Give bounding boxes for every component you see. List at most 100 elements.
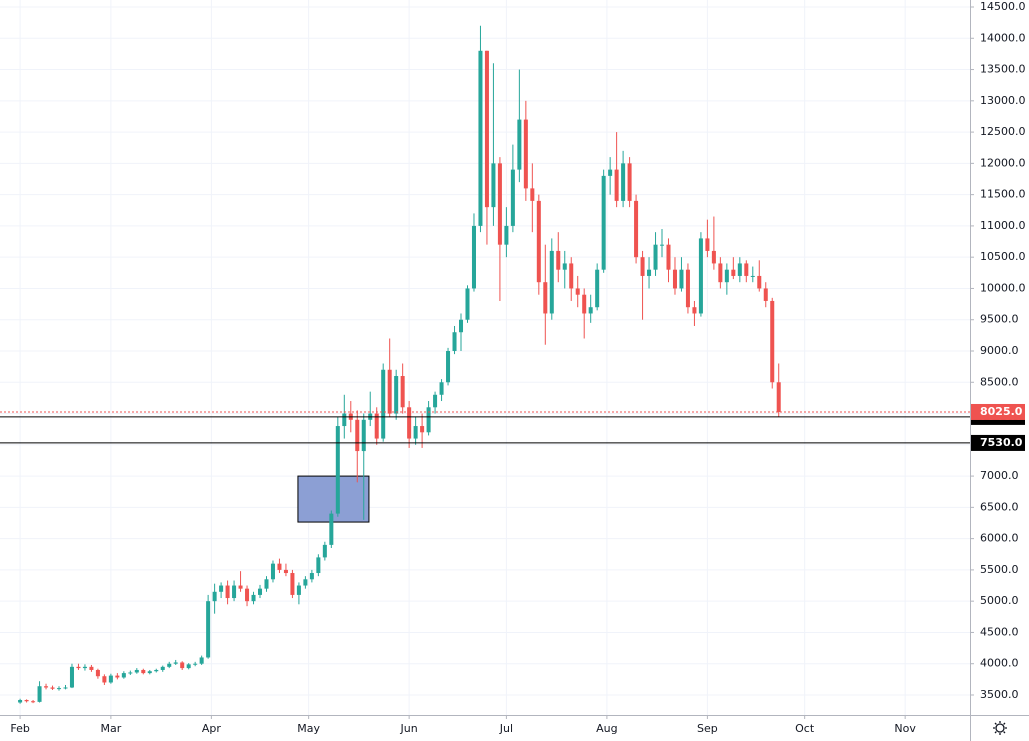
y-tick-label: 10500.0 (980, 250, 1026, 263)
candle-body (212, 591, 217, 602)
candle-body (491, 163, 496, 208)
candle-body (283, 569, 288, 574)
candle-body (141, 669, 146, 674)
candle-body (666, 244, 671, 270)
candle-body (309, 573, 314, 580)
candle-body (724, 269, 729, 283)
candle-body (56, 688, 62, 690)
candle-body (692, 307, 697, 314)
candle-body (63, 687, 68, 689)
candle-body (206, 601, 211, 658)
candle-body (556, 250, 561, 270)
y-tick-label: 14500.0 (980, 0, 1026, 13)
candle-body (672, 269, 677, 289)
candle-body (711, 250, 716, 264)
y-tick-label: 12000.0 (980, 156, 1026, 169)
candle-body (478, 50, 483, 226)
candle-body (770, 300, 775, 383)
candle-body (167, 663, 172, 667)
candle-body (653, 244, 658, 270)
candle-body (199, 657, 204, 664)
candle-body (76, 666, 81, 669)
candle-body (108, 675, 113, 683)
candle-body (608, 169, 613, 176)
candle-body (277, 563, 282, 570)
candle-body (24, 699, 29, 702)
candle-body (614, 169, 619, 201)
candle-body (543, 282, 548, 314)
candle-body (452, 332, 457, 351)
settings-icon[interactable] (993, 721, 1007, 735)
x-tick-label: Aug (596, 722, 617, 735)
y-tick-label: 8500.0 (980, 375, 1019, 388)
level-label-box (971, 434, 1025, 451)
candle-body (504, 225, 509, 245)
candle-body (705, 238, 710, 251)
y-tick-label: 10000.0 (980, 281, 1026, 294)
candle-body (685, 269, 690, 308)
y-tick-label: 9500.0 (980, 313, 1019, 326)
candle-body (128, 672, 133, 674)
candle-body (303, 579, 308, 586)
candle-body (595, 269, 600, 308)
candle-body (465, 288, 470, 320)
candle-body (134, 669, 139, 673)
candle-body (647, 269, 652, 276)
x-tick-label: Jun (400, 722, 418, 735)
candle-body (575, 288, 580, 295)
candle-body (186, 664, 191, 669)
candle-body (458, 319, 464, 333)
candle-body (407, 407, 412, 439)
level-label-box (971, 403, 1025, 420)
candle-body (446, 350, 451, 383)
candle-body (322, 544, 327, 558)
candle-body (679, 269, 684, 289)
candle-body (569, 263, 574, 289)
x-tick-label: Sep (697, 722, 718, 735)
candle-body (718, 263, 723, 283)
y-tick-label: 14000.0 (980, 31, 1026, 44)
candle-body (69, 666, 74, 688)
y-tick-label: 13500.0 (980, 63, 1026, 76)
y-tick-label: 4000.0 (980, 657, 1019, 670)
x-tick-label: Nov (894, 722, 916, 735)
candle-body (471, 225, 476, 289)
candle-body (523, 119, 528, 189)
candle-body (374, 413, 379, 439)
candle-body (160, 666, 165, 670)
candle-body (245, 588, 250, 602)
candle-body (763, 288, 768, 301)
y-tick-label: 3500.0 (980, 688, 1019, 701)
candle-body (180, 662, 185, 669)
candle-body (530, 188, 535, 201)
candle-body (517, 119, 522, 170)
candle-body (102, 676, 107, 683)
candle-body (420, 426, 425, 433)
x-tick-label: May (297, 722, 320, 735)
candle-body (154, 669, 159, 672)
candle-body (698, 238, 703, 314)
candle-body (737, 263, 742, 276)
candle-body (381, 369, 386, 439)
zone (297, 475, 370, 523)
candle-body (329, 513, 334, 545)
candle-body (510, 169, 515, 226)
candle-body (750, 275, 755, 277)
candle-body (634, 200, 639, 258)
candle-body (582, 294, 587, 314)
candle-body (744, 263, 749, 276)
y-tick-label: 5500.0 (980, 563, 1019, 576)
y-tick-label: 7000.0 (980, 469, 1019, 482)
y-tick-label: 13000.0 (980, 94, 1026, 107)
candle-body (484, 50, 489, 208)
candle-body (238, 585, 243, 589)
candle-body (497, 163, 502, 245)
x-tick-label: Oct (795, 722, 815, 735)
candle-body (219, 585, 224, 592)
candle-body (290, 573, 295, 595)
candle-body (316, 557, 321, 574)
candle-body (147, 671, 152, 674)
y-tick-label: 6500.0 (980, 500, 1019, 513)
candle-body (31, 701, 36, 703)
